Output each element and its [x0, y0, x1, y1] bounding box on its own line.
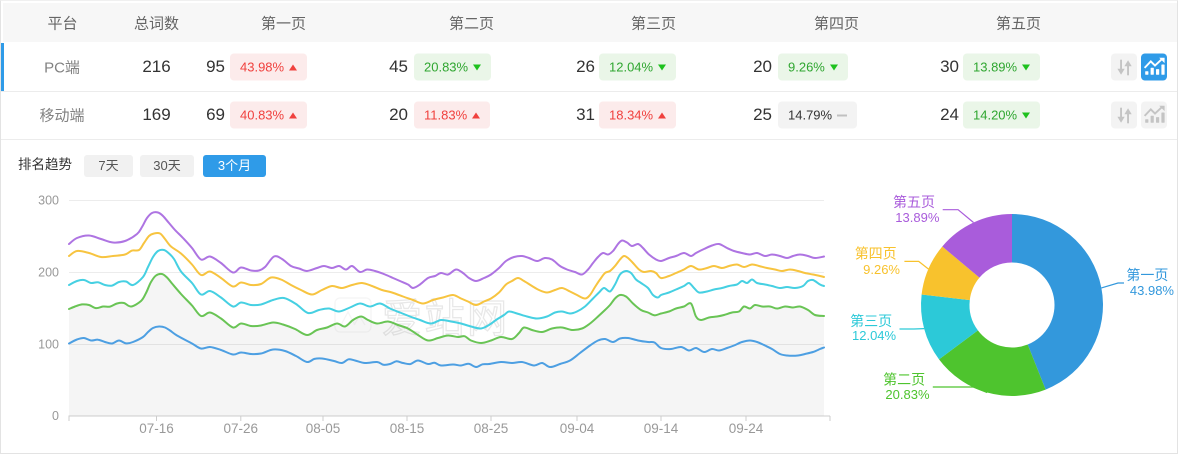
svg-text:13.89%: 13.89%: [895, 210, 940, 225]
svg-text:08-05: 08-05: [306, 421, 341, 436]
svg-text:09-04: 09-04: [560, 421, 595, 436]
svg-text:200: 200: [38, 266, 59, 280]
svg-text:第四页: 第四页: [855, 246, 897, 262]
svg-text:爱站网: 爱站网: [382, 297, 510, 341]
svg-text:07-26: 07-26: [224, 421, 259, 436]
svg-text:08-15: 08-15: [390, 421, 425, 436]
svg-text:09-24: 09-24: [729, 421, 764, 436]
svg-text:07-16: 07-16: [139, 421, 174, 436]
svg-text:08-25: 08-25: [474, 421, 509, 436]
svg-text:9.26%: 9.26%: [863, 262, 900, 277]
svg-text:100: 100: [38, 338, 59, 352]
svg-text:第三页: 第三页: [850, 313, 892, 329]
svg-text:第一页: 第一页: [1126, 267, 1168, 283]
svg-text:第二页: 第二页: [883, 372, 925, 388]
svg-text:43.98%: 43.98%: [1130, 283, 1175, 298]
svg-text:第五页: 第五页: [893, 194, 935, 210]
svg-text:09-14: 09-14: [644, 421, 679, 436]
svg-text:20.83%: 20.83%: [885, 387, 930, 402]
svg-text:12.04%: 12.04%: [852, 328, 897, 343]
svg-text:0: 0: [52, 409, 59, 423]
svg-text:300: 300: [38, 194, 59, 208]
